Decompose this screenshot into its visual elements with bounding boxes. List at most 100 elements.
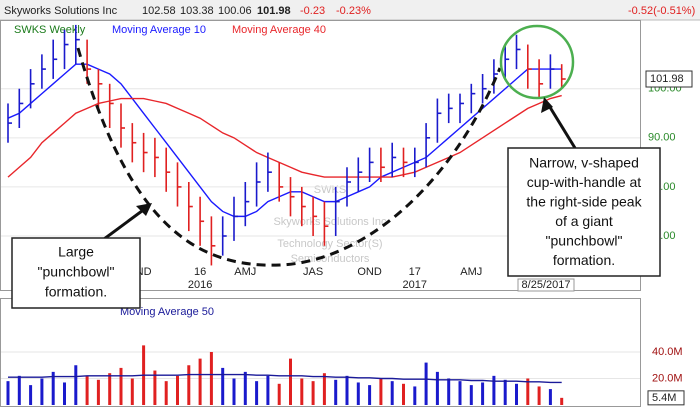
volume-bar bbox=[277, 383, 281, 405]
volume-bar bbox=[119, 367, 123, 405]
volume-bar bbox=[469, 385, 473, 405]
x-tick-label: AMJ bbox=[460, 266, 482, 278]
last-price-label: 101.98 bbox=[650, 73, 684, 85]
annotation-text: Narrow, v-shaped bbox=[529, 155, 639, 171]
volume-bar bbox=[537, 386, 541, 405]
volume-bar bbox=[515, 383, 518, 405]
arrow-left-head bbox=[136, 203, 152, 216]
last-date: 8/25/2017 bbox=[522, 279, 571, 291]
volume-bar bbox=[198, 358, 202, 405]
punchbowl-curve bbox=[76, 47, 502, 267]
volume-bar bbox=[390, 381, 394, 405]
volume-bar bbox=[424, 362, 428, 405]
volume-bar bbox=[413, 386, 417, 405]
last-price-box bbox=[645, 70, 693, 88]
change: -0.23 bbox=[300, 5, 325, 17]
y-tick-label: 20.0M bbox=[652, 372, 683, 384]
volume-bar bbox=[481, 382, 485, 405]
volume-bar bbox=[548, 389, 552, 405]
volume-bar bbox=[255, 381, 259, 405]
volume-bar bbox=[176, 375, 179, 405]
volume-bar bbox=[209, 352, 213, 405]
annotation-text: of a giant bbox=[555, 213, 613, 229]
volume-bar bbox=[368, 385, 372, 405]
wm-symbol: SWKS bbox=[314, 184, 346, 196]
annotation-left-box bbox=[11, 237, 141, 309]
arrow-right bbox=[546, 103, 577, 149]
volume-bar bbox=[164, 381, 168, 405]
day-change: -0.52(-0.51%) bbox=[628, 5, 695, 17]
volume-bar bbox=[187, 365, 191, 405]
volume-label-box bbox=[647, 390, 685, 406]
volume-bar bbox=[492, 375, 496, 405]
volume-bar bbox=[300, 378, 304, 405]
change-pct: -0.23% bbox=[336, 5, 371, 17]
wm-sector: Technology Sector(S) bbox=[277, 238, 382, 250]
volume-bar bbox=[526, 378, 530, 405]
close: 101.98 bbox=[257, 5, 291, 17]
volume-bar bbox=[334, 379, 338, 405]
volume-bar bbox=[266, 375, 270, 405]
volume-bar bbox=[322, 373, 326, 405]
annotation-text: cup-with-handle at bbox=[527, 174, 642, 190]
x-tick-label: 16 bbox=[194, 266, 206, 278]
low: 100.06 bbox=[218, 5, 252, 17]
volume-bar bbox=[311, 381, 315, 405]
volume-value-label: 5.4M bbox=[652, 392, 676, 404]
volume-bar bbox=[29, 385, 33, 405]
volume-bar bbox=[435, 371, 439, 405]
volume-bar bbox=[289, 358, 292, 405]
volume-bar bbox=[402, 383, 405, 405]
chart-title: SWKS Weekly bbox=[14, 24, 86, 36]
handle-circle bbox=[499, 24, 575, 100]
volume-bar bbox=[85, 375, 89, 405]
x-year-label: 2016 bbox=[188, 279, 212, 291]
volume-bar bbox=[458, 381, 462, 405]
volume-bar bbox=[356, 382, 360, 405]
legend-entry: Moving Average 50 bbox=[120, 306, 214, 318]
wm-name: Skyworks Solutions Inc bbox=[273, 216, 387, 228]
x-tick-label: AMJ bbox=[234, 266, 256, 278]
annotation-right-box bbox=[507, 147, 661, 277]
volume-bar bbox=[63, 382, 66, 405]
arrow-left bbox=[99, 206, 147, 244]
high: 103.38 bbox=[180, 5, 214, 17]
x-tick-label: JAS bbox=[303, 266, 323, 278]
annotation-layer: Large "punchbowl" formation. Narrow, v-shap… bbox=[11, 24, 661, 309]
annotation-text: the right-side peak bbox=[526, 194, 642, 210]
volume-bar bbox=[447, 378, 451, 405]
header: Skyworks Solutions Inc 102.58 103.38 100… bbox=[4, 5, 695, 17]
annotation-text: formation. bbox=[553, 252, 615, 268]
volume-ma-line bbox=[8, 373, 562, 384]
volume-bar bbox=[560, 397, 564, 405]
volume-bar bbox=[51, 371, 55, 405]
annotation-text: Large bbox=[58, 244, 94, 260]
volume-bar bbox=[379, 378, 383, 405]
x-year-label: 2017 bbox=[403, 279, 427, 291]
volume-bar bbox=[108, 373, 112, 405]
annotation-text: "punchbowl" bbox=[546, 233, 623, 249]
volume-bar bbox=[243, 371, 247, 405]
volume-bar bbox=[345, 375, 349, 405]
volume-bar bbox=[74, 365, 78, 405]
moving-average-line bbox=[7, 63, 562, 218]
volume-bar bbox=[221, 367, 225, 405]
annotation-text: formation. bbox=[45, 284, 107, 300]
volume-bar bbox=[6, 381, 10, 405]
legend-entry: Moving Average 10 bbox=[112, 24, 206, 36]
volume-bar bbox=[40, 378, 44, 405]
volume-bar bbox=[17, 375, 21, 405]
stock-name: Skyworks Solutions Inc bbox=[4, 5, 118, 17]
volume-bar bbox=[503, 379, 507, 405]
volume-bar bbox=[232, 378, 236, 405]
x-tick-label: 17 bbox=[409, 266, 421, 278]
moving-average-line bbox=[7, 94, 562, 178]
legend-entry: Moving Average 40 bbox=[232, 24, 326, 36]
volume-panel bbox=[0, 298, 641, 407]
open: 102.58 bbox=[142, 5, 176, 17]
y-tick-label: 90.00 bbox=[648, 132, 676, 144]
header-bar bbox=[0, 0, 700, 20]
volume-bar bbox=[130, 378, 134, 405]
